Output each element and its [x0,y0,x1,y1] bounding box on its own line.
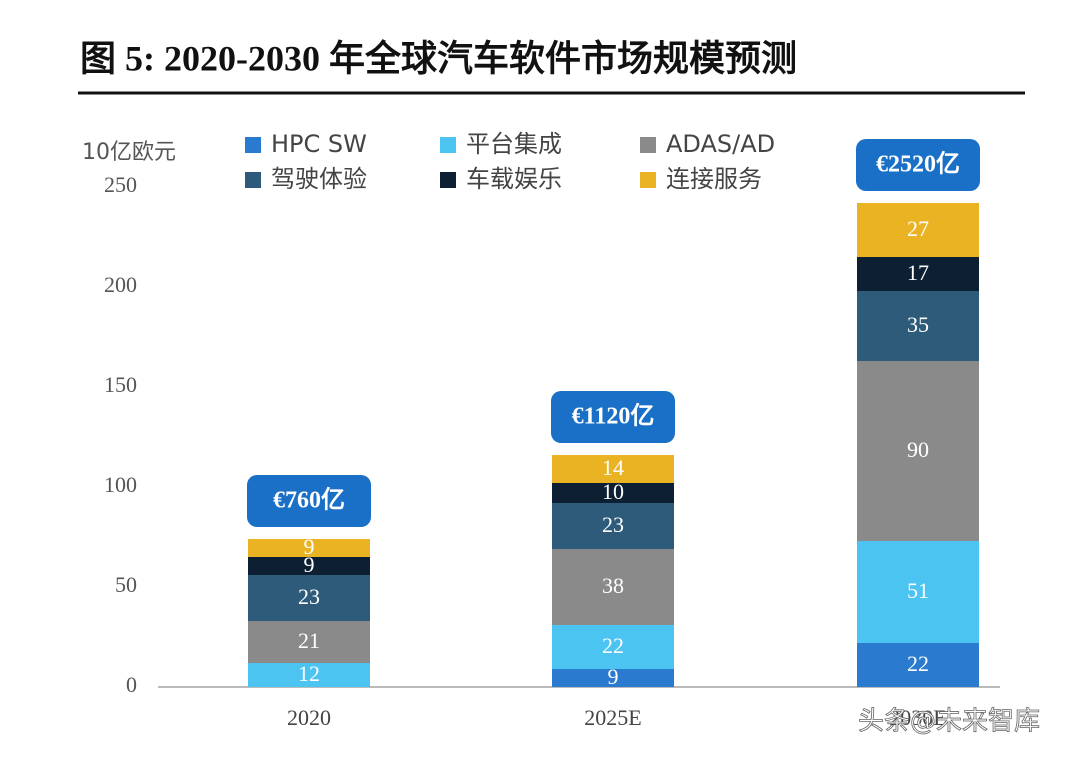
total-label: €1120亿 [572,403,655,430]
bar-segment [552,483,674,503]
value-label: 9 [608,664,619,689]
legend-label: 平台集成 [466,130,562,158]
watermark: 头条@未来智库 [858,707,1040,737]
total-label: €760亿 [273,487,345,514]
total-callout [856,139,980,191]
legend-label: 驾驶体验 [271,165,367,193]
value-label: 14 [602,455,624,480]
legend-swatch [245,137,261,153]
total-callout [247,475,371,527]
value-label: 23 [602,512,624,537]
bar-segment [857,541,979,643]
chart-title: 图 5: 2020-2030 年全球汽车软件市场规模预测 [80,37,797,78]
value-label: 9 [304,534,315,559]
legend-swatch [440,137,456,153]
value-label: 38 [602,573,624,598]
y-tick-label: 50 [115,572,137,597]
legend-swatch [245,172,261,188]
total-label: €2520亿 [876,151,960,178]
value-label: 10 [602,479,624,504]
legend-swatch [640,172,656,188]
y-axis-label: 10亿欧元 [82,140,176,165]
y-tick-label: 100 [104,472,137,497]
legend-label: 连接服务 [666,165,762,193]
bar-segment [857,257,979,291]
value-label: 23 [298,584,320,609]
bar-segment [248,663,370,687]
bar-segment [552,503,674,549]
bar-segment [857,361,979,541]
x-tick-label: 2030E [889,705,946,730]
value-label: 12 [298,661,320,686]
value-label: 22 [602,633,624,658]
total-callout [551,391,675,443]
bar-segment [552,625,674,669]
legend-swatch [640,137,656,153]
bar-segment [552,669,674,687]
bar-segment [857,291,979,361]
bar-segment [248,575,370,621]
bar-segment [248,557,370,575]
value-label: 21 [298,628,320,653]
legend-label: HPC SW [271,130,367,158]
value-label: 22 [907,651,929,676]
y-tick-label: 150 [104,372,137,397]
y-tick-label: 0 [126,672,137,697]
legend-label: 车载娱乐 [466,165,562,193]
value-label: 9 [304,552,315,577]
bar-segment [552,455,674,483]
bar-segment [857,203,979,257]
value-label: 27 [907,216,929,241]
value-label: 51 [907,578,929,603]
x-tick-label: 2020 [287,705,331,730]
bar-segment [248,621,370,663]
value-label: 35 [907,312,929,337]
legend-swatch [440,172,456,188]
bar-segment [248,539,370,557]
x-tick-label: 2025E [584,705,641,730]
bar-segment [552,549,674,625]
value-label: 90 [907,437,929,462]
legend-label: ADAS/AD [666,130,775,158]
bar-segment [857,643,979,687]
value-label: 17 [907,260,929,285]
y-tick-label: 200 [104,272,137,297]
y-tick-label: 250 [104,172,137,197]
